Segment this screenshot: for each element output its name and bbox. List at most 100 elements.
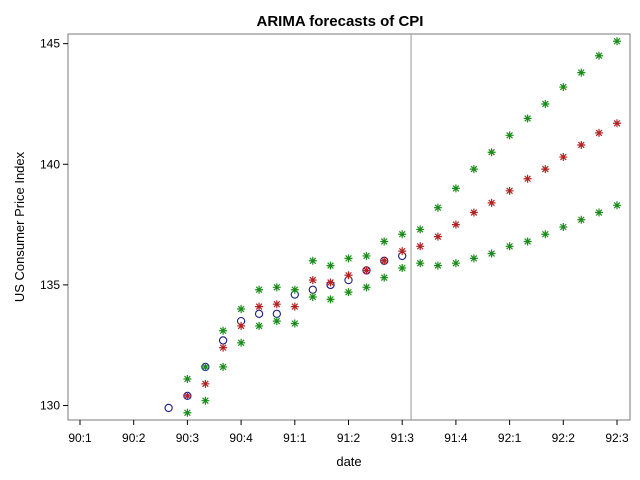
- data-point-star: [272, 317, 281, 326]
- data-point-star: [362, 266, 371, 275]
- data-point-star: [201, 396, 210, 405]
- data-point-star: [326, 278, 335, 287]
- data-marks: [164, 37, 621, 417]
- data-point-star: [595, 128, 604, 137]
- data-point-star: [559, 83, 568, 92]
- data-point-star: [237, 305, 246, 314]
- data-point-star: [290, 285, 299, 294]
- data-point-star: [541, 165, 550, 174]
- data-point-star: [183, 391, 192, 400]
- data-point-star: [505, 186, 514, 195]
- data-point-star: [433, 261, 442, 270]
- data-point-star: [201, 362, 210, 371]
- data-point-star: [505, 242, 514, 251]
- data-point-star: [272, 300, 281, 309]
- data-point-star: [398, 264, 407, 273]
- data-point-star: [398, 247, 407, 256]
- data-point-star: [541, 99, 550, 108]
- chart-title: ARIMA forecasts of CPI: [257, 13, 424, 30]
- x-axis-label: date: [336, 454, 361, 469]
- data-point-star: [559, 153, 568, 162]
- data-point-star: [237, 321, 246, 330]
- data-point-star: [219, 326, 228, 335]
- data-point-star: [577, 215, 586, 224]
- y-tick-label: 135: [40, 278, 60, 292]
- data-point-star: [344, 271, 353, 280]
- data-point-star: [613, 201, 621, 210]
- y-tick-label: 140: [40, 157, 60, 171]
- data-point-star: [398, 230, 407, 239]
- data-point-star: [308, 256, 317, 265]
- data-point-star: [577, 68, 586, 77]
- data-point-circle: [218, 336, 228, 345]
- data-point-star: [290, 302, 299, 311]
- data-point-star: [183, 408, 192, 417]
- x-tick-label: 92:3: [605, 431, 629, 445]
- data-point-star: [237, 338, 246, 347]
- data-point-star: [469, 254, 478, 263]
- x-tick-label: 91:2: [337, 431, 361, 445]
- y-axis-label: US Consumer Price Index: [12, 151, 27, 302]
- data-point-star: [487, 249, 496, 258]
- data-point-star: [380, 237, 389, 246]
- data-point-circle: [308, 285, 317, 294]
- data-point-circle: [272, 309, 281, 318]
- data-point-star: [541, 230, 550, 239]
- data-point-star: [523, 114, 532, 123]
- data-point-star: [433, 232, 442, 241]
- x-tick-label: 91:3: [391, 431, 415, 445]
- y-tick-label: 130: [40, 399, 60, 413]
- x-tick-label: 90:1: [68, 431, 92, 445]
- y-tick-label: 145: [40, 37, 60, 51]
- x-tick-label: 90:2: [122, 431, 146, 445]
- data-point-star: [469, 165, 478, 174]
- data-point-star: [487, 198, 496, 207]
- data-point-star: [308, 276, 317, 285]
- data-point-star: [451, 259, 460, 268]
- x-axis: 90:1 90:2 90:3 90:4 91:1 91:2 91:3 91:4 92:1 92:2…: [68, 420, 629, 445]
- data-point-star: [219, 343, 228, 352]
- data-point-star: [201, 379, 210, 388]
- data-point-star: [487, 148, 496, 157]
- data-point-star: [326, 295, 335, 304]
- data-point-star: [577, 140, 586, 149]
- data-point-star: [416, 242, 425, 251]
- data-point-star: [523, 174, 532, 183]
- data-point-star: [183, 374, 192, 383]
- data-point-star: [255, 302, 264, 311]
- data-point-star: [362, 251, 371, 260]
- x-tick-label: 92:1: [498, 431, 522, 445]
- data-point-star: [290, 319, 299, 328]
- data-point-star: [451, 184, 460, 193]
- data-point-star: [451, 220, 460, 229]
- data-point-star: [344, 288, 353, 297]
- data-point-star: [613, 37, 621, 46]
- data-point-star: [523, 237, 532, 246]
- data-point-star: [255, 321, 264, 330]
- y-axis: 130 135 140 145: [40, 37, 68, 413]
- data-point-circle: [164, 403, 173, 413]
- data-point-star: [308, 292, 317, 301]
- data-point-star: [559, 223, 568, 231]
- data-point-star: [416, 259, 425, 268]
- data-point-star: [595, 51, 604, 60]
- data-point-star: [272, 283, 281, 292]
- data-point-star: [433, 203, 442, 212]
- data-point-star: [326, 261, 335, 270]
- data-point-star: [380, 256, 389, 265]
- data-point-star: [219, 362, 228, 371]
- x-tick-label: 90:4: [229, 431, 253, 445]
- x-tick-label: 91:1: [283, 431, 307, 445]
- data-point-star: [344, 254, 353, 263]
- data-point-star: [505, 131, 514, 140]
- data-point-star: [255, 285, 264, 294]
- data-point-star: [469, 208, 478, 217]
- data-point-star: [613, 119, 621, 128]
- data-point-star: [416, 225, 425, 234]
- data-point-star: [595, 208, 604, 217]
- plot-frame: [67, 33, 631, 421]
- x-tick-label: 91:4: [444, 431, 468, 445]
- x-tick-label: 90:3: [176, 431, 200, 445]
